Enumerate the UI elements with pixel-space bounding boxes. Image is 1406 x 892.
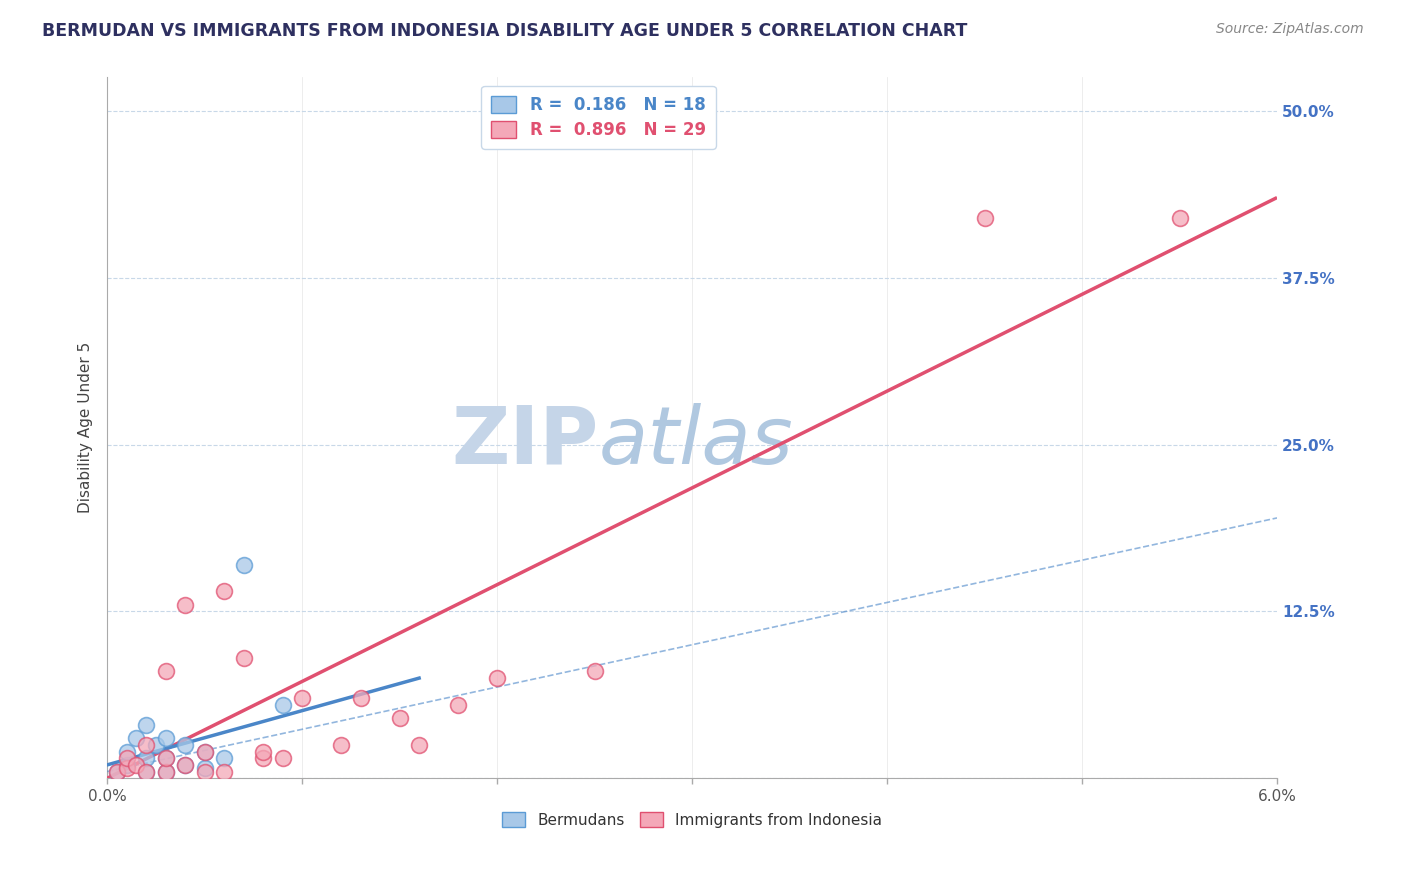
Point xyxy=(349,691,371,706)
Point xyxy=(194,745,217,759)
Point xyxy=(194,764,217,779)
Point xyxy=(252,745,274,759)
Point xyxy=(135,764,157,779)
Point xyxy=(583,665,606,679)
Point xyxy=(145,738,167,752)
Point xyxy=(135,738,157,752)
Point xyxy=(330,738,353,752)
Point xyxy=(232,558,254,572)
Point xyxy=(194,760,217,774)
Point xyxy=(115,757,138,772)
Text: ZIP: ZIP xyxy=(451,403,599,481)
Point xyxy=(1168,211,1191,225)
Point xyxy=(115,745,138,759)
Point xyxy=(388,711,411,725)
Point xyxy=(252,751,274,765)
Point xyxy=(155,751,177,765)
Point xyxy=(135,751,157,765)
Point xyxy=(486,671,509,685)
Point xyxy=(105,764,128,779)
Point xyxy=(174,757,197,772)
Point xyxy=(194,745,217,759)
Point xyxy=(212,584,235,599)
Text: Source: ZipAtlas.com: Source: ZipAtlas.com xyxy=(1216,22,1364,37)
Point xyxy=(212,751,235,765)
Point xyxy=(973,211,995,225)
Point xyxy=(212,764,235,779)
Text: atlas: atlas xyxy=(599,403,793,481)
Point xyxy=(125,757,148,772)
Point xyxy=(125,731,148,746)
Point xyxy=(447,698,470,712)
Point xyxy=(291,691,314,706)
Point xyxy=(155,764,177,779)
Y-axis label: Disability Age Under 5: Disability Age Under 5 xyxy=(79,343,93,514)
Point xyxy=(155,764,177,779)
Point xyxy=(135,718,157,732)
Text: BERMUDAN VS IMMIGRANTS FROM INDONESIA DISABILITY AGE UNDER 5 CORRELATION CHART: BERMUDAN VS IMMIGRANTS FROM INDONESIA DI… xyxy=(42,22,967,40)
Point xyxy=(155,731,177,746)
Point xyxy=(271,751,294,765)
Legend: Bermudans, Immigrants from Indonesia: Bermudans, Immigrants from Indonesia xyxy=(496,805,889,834)
Point xyxy=(135,764,157,779)
Point xyxy=(232,651,254,665)
Point xyxy=(105,764,128,779)
Point xyxy=(174,757,197,772)
Point xyxy=(155,665,177,679)
Point xyxy=(155,751,177,765)
Point xyxy=(408,738,430,752)
Point xyxy=(174,598,197,612)
Point xyxy=(174,738,197,752)
Point xyxy=(115,751,138,765)
Point xyxy=(115,760,138,774)
Point xyxy=(271,698,294,712)
